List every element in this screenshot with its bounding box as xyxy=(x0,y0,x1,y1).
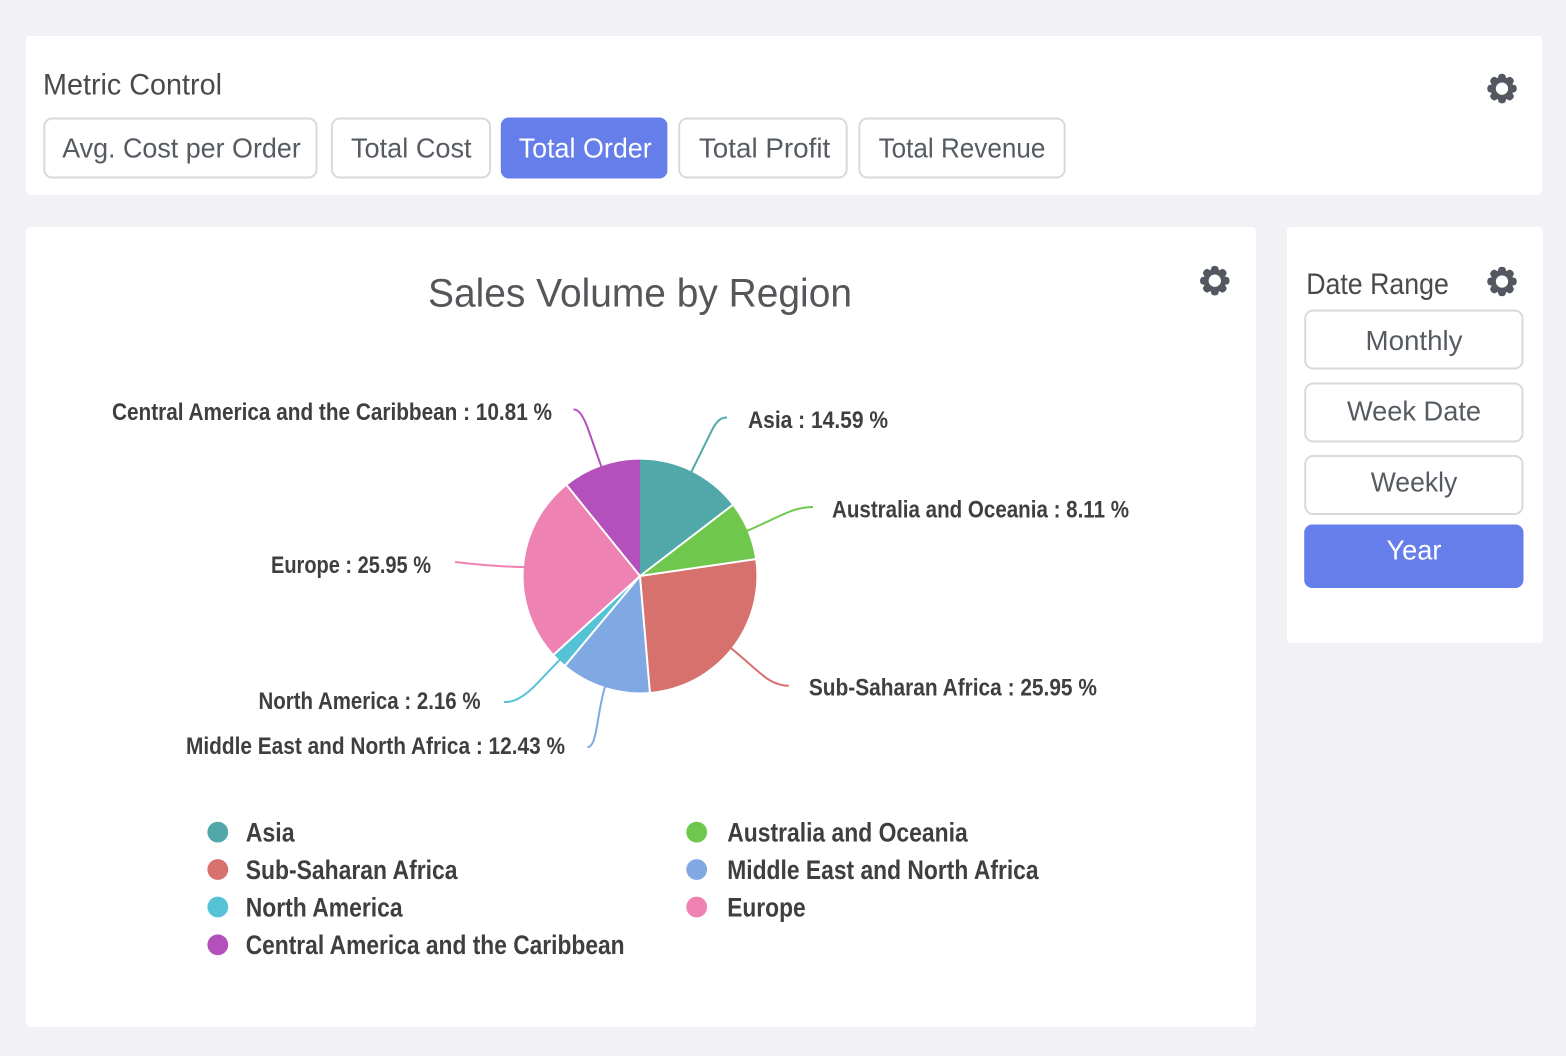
svg-text:Total Profit: Total Profit xyxy=(699,133,831,164)
svg-text:Sub-Saharan Africa : 25.95 %: Sub-Saharan Africa : 25.95 % xyxy=(809,675,1097,702)
svg-text:North America: North America xyxy=(246,892,404,922)
svg-text:Weekly: Weekly xyxy=(1371,467,1458,498)
svg-text:Europe : 25.95 %: Europe : 25.95 % xyxy=(271,552,431,579)
svg-text:Sales Volume by Region: Sales Volume by Region xyxy=(428,272,852,316)
svg-text:Middle East and North Africa :: Middle East and North Africa : 12.43 % xyxy=(186,733,565,760)
svg-text:Sub-Saharan Africa: Sub-Saharan Africa xyxy=(246,855,459,885)
svg-text:Europe: Europe xyxy=(727,892,806,922)
svg-text:North America : 2.16 %: North America : 2.16 % xyxy=(259,688,481,715)
svg-text:Asia: Asia xyxy=(246,817,296,847)
svg-text:Week Date: Week Date xyxy=(1347,396,1481,427)
svg-text:Monthly: Monthly xyxy=(1366,325,1463,356)
svg-text:Central America and the Caribb: Central America and the Caribbean xyxy=(246,930,625,960)
svg-text:Metric Control: Metric Control xyxy=(43,69,222,102)
svg-text:Central America and the Caribb: Central America and the Caribbean : 10.8… xyxy=(112,399,552,426)
svg-text:Australia and Oceania: Australia and Oceania xyxy=(727,817,968,847)
svg-text:Avg. Cost per Order: Avg. Cost per Order xyxy=(62,133,301,164)
svg-text:Asia : 14.59 %: Asia : 14.59 % xyxy=(748,407,888,434)
svg-text:Total Revenue: Total Revenue xyxy=(879,133,1046,164)
svg-text:Australia and Oceania : 8.11 %: Australia and Oceania : 8.11 % xyxy=(832,497,1129,524)
svg-text:Total Order: Total Order xyxy=(519,133,652,164)
svg-text:Date Range: Date Range xyxy=(1306,268,1449,301)
svg-text:Middle East and North Africa: Middle East and North Africa xyxy=(727,855,1039,885)
svg-text:Total Cost: Total Cost xyxy=(351,133,472,164)
svg-text:Year: Year xyxy=(1387,535,1442,566)
